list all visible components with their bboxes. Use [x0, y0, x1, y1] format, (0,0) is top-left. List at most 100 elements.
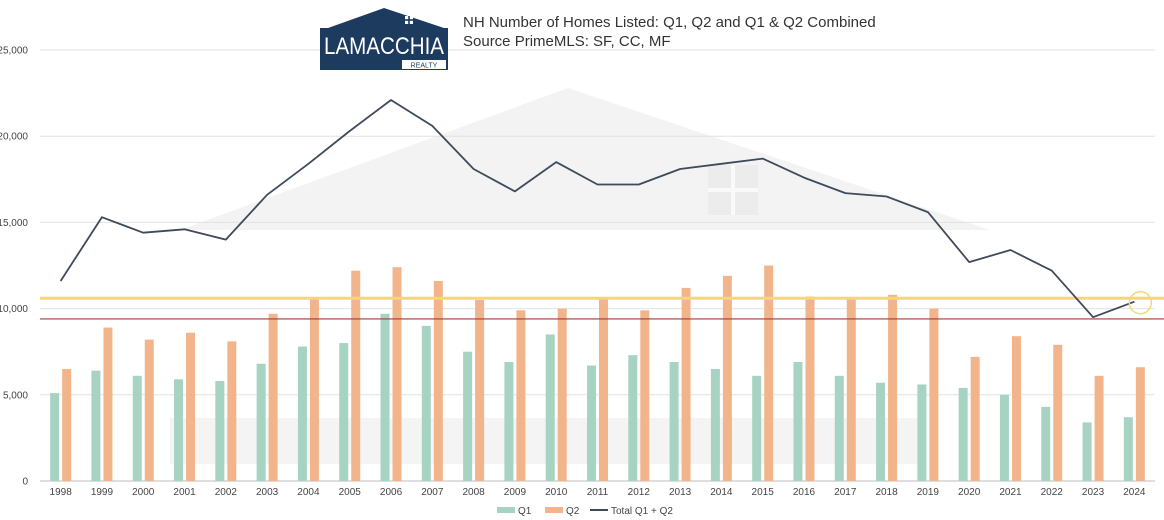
- x-tick-label: 2023: [1082, 487, 1105, 498]
- bar-q2-2017: [846, 298, 856, 481]
- bar-q2-2004: [309, 298, 319, 481]
- y-tick-label: 0: [22, 477, 28, 488]
- bar-q2-2011: [599, 298, 608, 481]
- legend-q1-label: Q1: [518, 506, 532, 517]
- bar-q2-2013: [681, 287, 691, 481]
- bar-q1-2018: [876, 382, 886, 481]
- x-tick-label: 2016: [793, 487, 816, 498]
- logo: LAMACCHIA REALTY: [320, 8, 448, 70]
- bar-q1-2010: [545, 334, 555, 481]
- y-tick-label: 10,000: [0, 304, 28, 315]
- legend-total-label: Total Q1 + Q2: [611, 506, 673, 517]
- bar-q1-2007: [421, 325, 431, 481]
- bar-q2-2023: [1094, 375, 1104, 481]
- x-tick-label: 2007: [421, 487, 444, 498]
- bar-q1-2009: [504, 362, 514, 481]
- x-tick-label: 2003: [256, 487, 279, 498]
- house-logo-icon: [328, 8, 444, 28]
- y-tick-label: 15,000: [0, 218, 28, 229]
- bar-q1-2002: [215, 381, 225, 481]
- legend: Q1 Q2 Total Q1 + Q2: [497, 506, 673, 517]
- bar-q2-2015: [764, 265, 774, 481]
- x-tick-label: 2020: [958, 487, 981, 498]
- chart-title: NH Number of Homes Listed: Q1, Q2 and Q1…: [463, 14, 876, 31]
- bar-q2-2018: [888, 294, 898, 481]
- total-series-line: [59, 99, 1135, 319]
- bar-q2-2002: [227, 341, 237, 481]
- x-tick-label: 1998: [50, 487, 73, 498]
- watermark: [170, 88, 990, 464]
- x-tick-label: 2018: [875, 487, 898, 498]
- bar-q1-1999: [91, 370, 101, 481]
- bar-q2-2020: [970, 356, 980, 481]
- bar-q1-2004: [297, 346, 307, 481]
- bar-q2-2016: [805, 296, 815, 481]
- bar-q1-2017: [834, 375, 844, 481]
- bar-q1-1998: [50, 393, 60, 481]
- bar-q2-2024: [1135, 367, 1145, 481]
- x-tick-label: 2009: [504, 487, 527, 498]
- x-tick-label: 2008: [462, 487, 485, 498]
- x-tick-label: 2019: [917, 487, 940, 498]
- bar-q1-2022: [1041, 406, 1051, 481]
- logo-name: LAMACCHIA: [324, 33, 444, 60]
- x-tick-label: 2000: [132, 487, 155, 498]
- x-tick-label: 2024: [1123, 487, 1146, 498]
- bar-q1-2012: [628, 355, 638, 481]
- bar-q1-2024: [1123, 417, 1133, 481]
- bar-q2-2012: [640, 310, 650, 481]
- bar-q1-2015: [752, 375, 762, 481]
- x-tick-label: 2011: [587, 487, 609, 498]
- x-tick-label: 2022: [1041, 487, 1064, 498]
- chart-subtitle: Source PrimeMLS: SF, CC, MF: [463, 33, 671, 50]
- bar-q2-2010: [557, 308, 567, 481]
- bar-q1-2000: [132, 375, 142, 481]
- x-tick-label: 2002: [215, 487, 238, 498]
- bar-q2-2021: [1011, 336, 1021, 481]
- x-tick-label: 2010: [545, 487, 568, 498]
- bar-q1-2011: [587, 365, 596, 481]
- y-axis: 0 5,000 10,000 15,000 20,000 25,000: [0, 46, 28, 488]
- legend-q2-swatch: [545, 507, 563, 513]
- bar-q1-2016: [793, 362, 803, 481]
- bar-q2-2009: [516, 310, 526, 481]
- logo-sub: REALTY: [411, 63, 438, 70]
- bar-q2-2001: [186, 332, 196, 481]
- legend-q1-swatch: [497, 507, 515, 513]
- x-tick-label: 2017: [834, 487, 857, 498]
- x-tick-label: 2013: [669, 487, 692, 498]
- bar-q2-2005: [351, 270, 361, 481]
- y-tick-label: 5,000: [3, 390, 28, 401]
- bar-q2-2007: [433, 281, 443, 481]
- bar-q1-2014: [710, 368, 720, 481]
- bar-q2-2006: [392, 267, 402, 481]
- legend-q2-label: Q2: [566, 506, 580, 517]
- x-tick-label: 2001: [173, 487, 196, 498]
- bar-q1-2013: [669, 362, 679, 481]
- bar-q1-2005: [339, 343, 349, 481]
- total-line: [59, 99, 1135, 319]
- bar-q1-2008: [463, 351, 473, 481]
- grid: [40, 49, 1155, 482]
- bar-q2-1998: [62, 368, 72, 481]
- bar-q2-2019: [929, 308, 939, 481]
- x-axis: 1998 1999 2000 2001 2002 2003 2004 2005 2006 2007…: [50, 487, 1146, 498]
- y-tick-label: 25,000: [0, 46, 28, 57]
- highlight-circle: [1128, 290, 1153, 315]
- x-tick-label: 2021: [999, 487, 1022, 498]
- y-tick-label: 20,000: [0, 132, 28, 143]
- bar-q1-2001: [174, 379, 184, 481]
- bar-q1-2019: [917, 384, 927, 481]
- reference-lines: [40, 296, 1164, 320]
- bars: [50, 265, 1145, 481]
- bar-q2-2008: [475, 299, 485, 481]
- bar-q1-2006: [380, 313, 390, 481]
- x-tick-label: 2015: [752, 487, 775, 498]
- bar-q1-2003: [256, 363, 266, 481]
- x-tick-label: 2004: [297, 487, 320, 498]
- x-tick-label: 2012: [628, 487, 651, 498]
- bar-q2-2022: [1053, 344, 1063, 481]
- bar-q1-2023: [1082, 422, 1092, 481]
- bar-q1-2021: [999, 394, 1009, 481]
